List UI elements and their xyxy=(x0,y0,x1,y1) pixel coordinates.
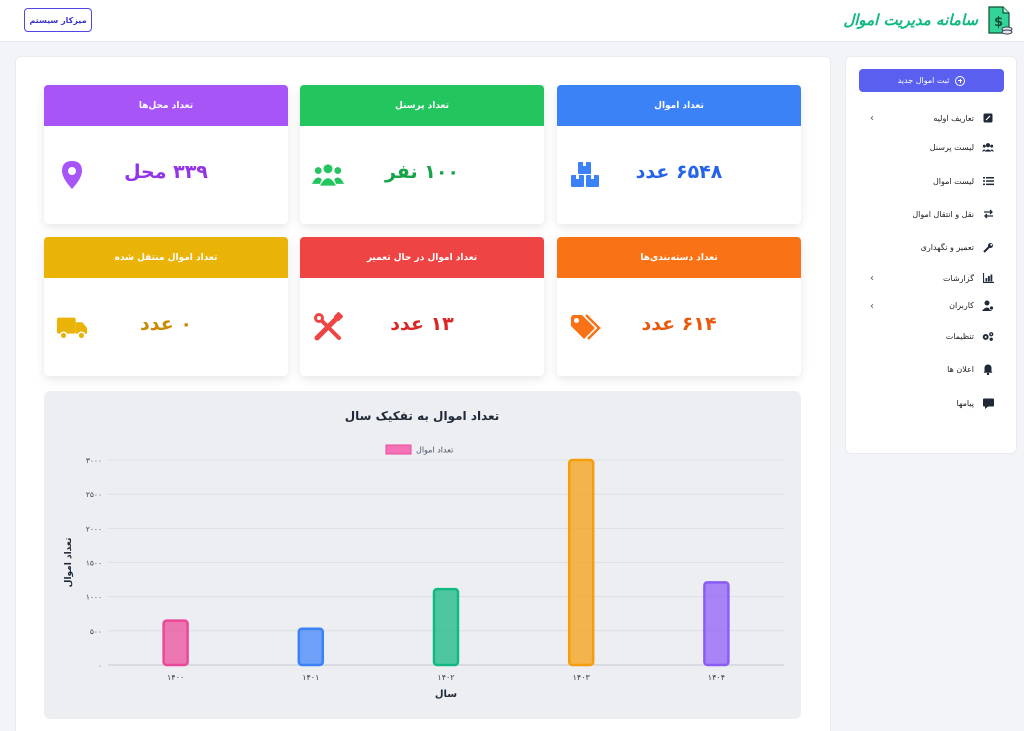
chart-title: تعداد اموال به تفکیک سال xyxy=(345,409,500,424)
sidebar-item-label: تعمیر و نگهداری xyxy=(920,242,974,252)
map-pin-icon xyxy=(62,161,82,189)
sidebar-item-messages[interactable]: پیامها xyxy=(957,395,995,411)
y-tick-label: ۲۵۰۰ xyxy=(86,490,102,499)
bar-2 xyxy=(432,587,460,667)
card-value: ۶۵۴۸ عدد xyxy=(635,161,723,183)
stat-card-categories: تعداد دسته‌بندی‌ها ۶۱۴ عدد xyxy=(557,237,801,376)
sidebar-item-label: اعلان ها xyxy=(947,364,974,374)
card-value: ۱۳ عدد xyxy=(390,313,454,335)
y-tick-label: ۱۵۰۰ xyxy=(86,559,102,568)
bar-1 xyxy=(297,627,325,667)
y-tick-label: ۰ xyxy=(98,661,102,670)
stat-card-locations: تعداد محل‌ها ۳۳۹ محل xyxy=(44,85,288,224)
sidebar-item-assets[interactable]: لیست اموال xyxy=(933,173,994,189)
bell-icon xyxy=(982,363,994,375)
wrench-icon xyxy=(982,241,994,253)
money-document-icon: $ xyxy=(988,6,1013,35)
y-tick-label: ۳۰۰۰ xyxy=(86,456,102,465)
sidebar-item-personnel[interactable]: لیست پرسنل xyxy=(930,139,994,155)
y-axis-label: تعداد اموال xyxy=(64,538,74,588)
users-icon xyxy=(312,164,344,186)
new-asset-label: ثبت اموال جدید xyxy=(897,76,950,85)
sidebar-item-label: گزارشات xyxy=(943,273,974,283)
plus-circle-icon xyxy=(955,75,966,86)
sidebar-item-reports[interactable]: گزارشات xyxy=(943,270,994,286)
top-bar: میزکار سیستم سامانه مدیریت اموال $ xyxy=(0,0,1024,42)
bar-0 xyxy=(162,619,189,667)
chevron-left-icon[interactable]: ‹ xyxy=(870,273,874,284)
sidebar-item-transfer[interactable]: نقل و انتقال اموال xyxy=(912,206,994,222)
brand[interactable]: سامانه مدیریت اموال $ xyxy=(843,4,1014,36)
sidebar: ثبت اموال جدید تعاریف اولیه ‹ لیست پرسنل… xyxy=(845,56,1017,454)
card-title: تعداد اموال منتقل شده xyxy=(44,237,288,278)
brand-title: سامانه مدیریت اموال xyxy=(843,11,978,29)
exchange-icon xyxy=(982,208,994,220)
sidebar-item-definitions[interactable]: تعاریف اولیه xyxy=(933,110,994,126)
gears-icon xyxy=(982,330,994,342)
chevron-left-icon[interactable]: ‹ xyxy=(870,301,874,312)
bar-4 xyxy=(703,581,730,667)
chart-panel: تعداد اموال به تفکیک سال تعداد اموال ۰ ۵۰۰ ۱… xyxy=(44,391,801,719)
sidebar-item-label: لیست اموال xyxy=(932,176,974,186)
user-gear-icon xyxy=(982,299,994,311)
sidebar-item-users[interactable]: کاربران xyxy=(949,297,994,313)
x-tick-label: ۱۴۰۰ xyxy=(167,673,184,682)
truck-icon xyxy=(56,317,88,340)
tags-icon xyxy=(571,314,601,340)
stat-card-assets: تعداد اموال ۶۵۴۸ عدد xyxy=(557,85,801,224)
legend-swatch xyxy=(385,444,412,455)
card-value: ۳۳۹ محل xyxy=(124,161,208,183)
tools-icon xyxy=(314,311,344,341)
boxes-icon xyxy=(571,162,599,187)
card-title: تعداد محل‌ها xyxy=(44,85,288,126)
x-tick-label: ۱۴۰۳ xyxy=(573,673,591,682)
bar-chart: تعداد اموال به تفکیک سال تعداد اموال ۰ ۵۰۰ ۱… xyxy=(64,409,784,700)
card-value: ۶۱۴ عدد xyxy=(641,313,717,335)
message-icon xyxy=(982,397,994,409)
card-title: تعداد دسته‌بندی‌ها xyxy=(557,237,801,278)
chevron-left-icon[interactable]: ‹ xyxy=(870,113,874,124)
x-tick-label: ۱۴۰۲ xyxy=(437,673,454,682)
chart-icon xyxy=(982,272,994,284)
x-axis-label: سال xyxy=(435,689,457,700)
y-tick-label: ۲۰۰۰ xyxy=(86,524,102,533)
sidebar-item-label: کاربران xyxy=(949,300,974,310)
stat-card-transferred: تعداد اموال منتقل شده ۰ عدد xyxy=(44,237,288,376)
sidebar-item-label: تنظیمات xyxy=(945,331,974,341)
legend-label: تعداد اموال xyxy=(416,446,453,455)
card-title: تعداد پرسنل xyxy=(300,85,544,126)
card-value: ۰ عدد xyxy=(140,313,192,335)
new-asset-button[interactable]: ثبت اموال جدید xyxy=(859,69,1004,92)
sidebar-item-settings[interactable]: تنظیمات xyxy=(946,328,994,344)
sidebar-item-label: لیست پرسنل xyxy=(929,142,974,152)
svg-text:$: $ xyxy=(994,15,1003,30)
y-tick-label: ۵۰۰ xyxy=(90,627,102,636)
list-icon xyxy=(982,175,994,187)
sidebar-item-notifications[interactable]: اعلان ها xyxy=(947,361,994,377)
x-tick-label: ۱۴۰۱ xyxy=(302,673,319,682)
card-title: تعداد اموال xyxy=(557,85,801,126)
x-tick-label: ۱۴۰۴ xyxy=(708,673,725,682)
stat-card-repair: تعداد اموال در حال تعمیر ۱۳ عدد xyxy=(300,237,544,376)
card-title: تعداد اموال در حال تعمیر xyxy=(300,237,544,278)
sidebar-item-label: پیامها xyxy=(956,398,975,408)
bar-3 xyxy=(567,458,595,667)
admin-dashboard-button[interactable]: میزکار سیستم xyxy=(24,8,92,32)
card-value: ۱۰۰ نفر xyxy=(384,161,460,183)
sidebar-item-label: تعاریف اولیه xyxy=(933,113,974,123)
sidebar-item-label: نقل و انتقال اموال xyxy=(912,209,974,219)
sidebar-item-maintenance[interactable]: تعمیر و نگهداری xyxy=(921,239,994,255)
users-icon xyxy=(982,141,994,153)
stat-card-personnel: تعداد پرسنل ۱۰۰ نفر xyxy=(300,85,544,224)
y-tick-label: ۱۰۰۰ xyxy=(86,593,102,602)
edit-icon xyxy=(982,112,994,124)
